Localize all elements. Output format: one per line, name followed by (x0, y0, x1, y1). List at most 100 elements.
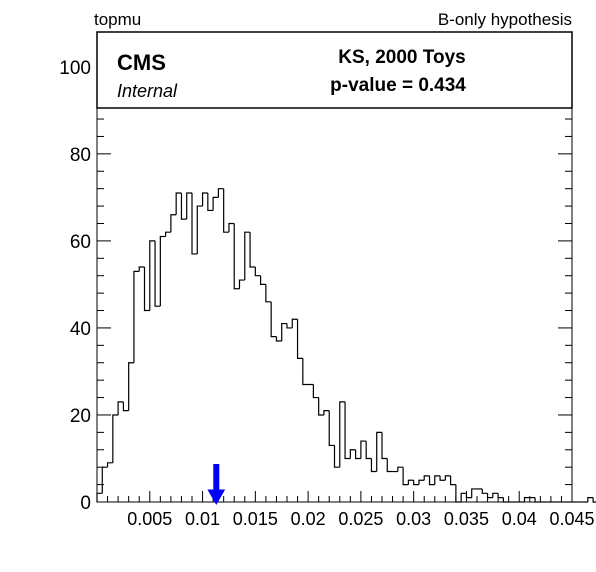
histogram-bin (428, 475, 435, 486)
histogram-bin (370, 458, 377, 473)
histogram-bin (386, 458, 393, 473)
histogram-bin (397, 466, 404, 472)
histogram-bin (465, 493, 472, 499)
y-tick-label: 20 (70, 406, 91, 427)
histogram-bin (455, 484, 462, 503)
histogram-bin (592, 497, 596, 503)
histogram-bin (112, 414, 119, 463)
histogram-bin (450, 475, 456, 486)
histogram-bin (423, 475, 430, 481)
histogram-bin (122, 401, 129, 412)
histogram-bin (355, 449, 361, 460)
histogram-bin (534, 497, 541, 503)
x-tick-label: 0.02 (291, 509, 326, 529)
histogram-bin (481, 488, 488, 494)
histogram-bin (413, 480, 419, 486)
x-tick-label: 0.005 (127, 509, 172, 529)
histogram-bin (439, 475, 446, 481)
histogram-bin (296, 319, 303, 359)
histogram-bin (149, 240, 156, 311)
histogram-bin (497, 493, 504, 499)
histogram-bin (233, 223, 240, 290)
histogram-bin (323, 410, 330, 415)
histogram-bin (402, 467, 409, 486)
histogram-bin (249, 232, 256, 268)
histogram-bin (170, 214, 177, 233)
histogram-bin (191, 193, 198, 255)
y-tick-label: 60 (70, 232, 91, 253)
histogram-bin (275, 336, 282, 342)
x-tick-label: 0.015 (233, 509, 278, 529)
histogram-bin (376, 431, 382, 472)
histogram-bin (349, 449, 356, 459)
y-tick-label: 40 (70, 319, 91, 340)
histogram-bin (154, 240, 161, 307)
histogram-bin (312, 384, 319, 399)
y-tick-label: 80 (70, 145, 91, 166)
histogram-bin (117, 401, 124, 415)
pvalue-label: p-value = 0.434 (330, 75, 466, 96)
y-tick-label: 100 (59, 58, 91, 79)
histogram-bin (291, 318, 298, 328)
histogram-bin (302, 358, 309, 386)
histogram-bin (217, 188, 224, 198)
x-tick-label: 0.045 (549, 509, 594, 529)
x-tick-label: 0.04 (502, 509, 537, 529)
histogram-bin (128, 362, 134, 411)
histogram-bin (492, 492, 499, 498)
histogram-bin (159, 235, 166, 307)
test-label: KS, 2000 Toys (338, 47, 465, 68)
histogram-bin (254, 267, 261, 277)
x-tick-label: 0.03 (396, 509, 431, 529)
histogram-bin (486, 493, 493, 499)
histogram-bin (434, 475, 441, 485)
histogram-bin (318, 397, 324, 416)
histogram-bin (238, 279, 245, 289)
internal-label: Internal (117, 81, 178, 101)
histogram-bin (328, 410, 335, 447)
histogram-bin (286, 323, 293, 329)
x-tick-label: 0.025 (338, 509, 383, 529)
histogram-bin (360, 440, 367, 459)
y-tick-label: 0 (80, 493, 91, 514)
distribution-label: topmu (94, 10, 142, 29)
histogram-bin (265, 284, 272, 303)
histogram-bin (196, 205, 203, 254)
histogram-bin (201, 192, 208, 207)
histogram-bin (281, 322, 287, 341)
histogram-bin (418, 479, 425, 485)
legend-box: CMS Internal KS, 2000 Toys p-value = 0.4… (96, 31, 573, 109)
hypothesis-label: B-only hypothesis (437, 10, 572, 29)
histogram-bin (180, 193, 187, 220)
histogram-bin (101, 466, 108, 494)
histogram-bin (333, 445, 340, 468)
histogram-bin (270, 301, 277, 338)
observed-arrow-head (207, 489, 226, 506)
histogram-bin (407, 479, 414, 485)
histogram-bin (365, 441, 372, 460)
axes: 0.005 0.01 0.015 0.02 0.025 0.03 0.035 0.04 0.04… (59, 31, 595, 529)
histogram-bin (444, 475, 451, 481)
histogram-bin (106, 462, 113, 468)
histogram-series (96, 188, 596, 503)
histogram-bin (523, 497, 530, 502)
histogram-bin (165, 231, 171, 237)
histogram-bin (133, 270, 140, 363)
histogram-bin (138, 266, 145, 272)
histogram-bin (260, 275, 266, 286)
legend-frame (96, 31, 573, 109)
histogram-bin (460, 492, 467, 502)
cms-label: CMS (117, 50, 166, 75)
histogram-bin (223, 188, 229, 233)
histogram-bin (339, 401, 346, 468)
histogram-bin (471, 488, 477, 498)
histogram-bin (244, 231, 251, 281)
x-tick-label: 0.035 (444, 509, 489, 529)
histogram-bin (175, 192, 182, 215)
histogram-bin (212, 196, 219, 211)
histogram-bin (502, 497, 509, 503)
x-tick-label: 0.01 (185, 509, 220, 529)
histogram-bin (186, 192, 192, 220)
histogram-bin (143, 267, 150, 312)
